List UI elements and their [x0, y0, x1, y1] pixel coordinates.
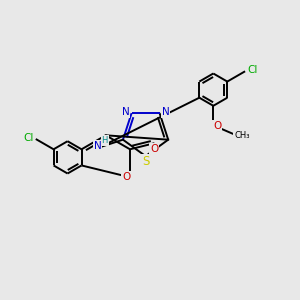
Text: CH₃: CH₃: [234, 130, 250, 140]
Text: N: N: [162, 107, 169, 118]
Text: H: H: [102, 136, 108, 145]
Text: O: O: [213, 121, 221, 131]
Text: Cl: Cl: [23, 133, 34, 143]
Text: N: N: [94, 141, 101, 151]
Text: Cl: Cl: [247, 65, 258, 75]
Text: S: S: [142, 155, 149, 168]
Text: N: N: [122, 107, 130, 118]
Text: O: O: [150, 143, 158, 154]
Text: O: O: [122, 172, 130, 182]
